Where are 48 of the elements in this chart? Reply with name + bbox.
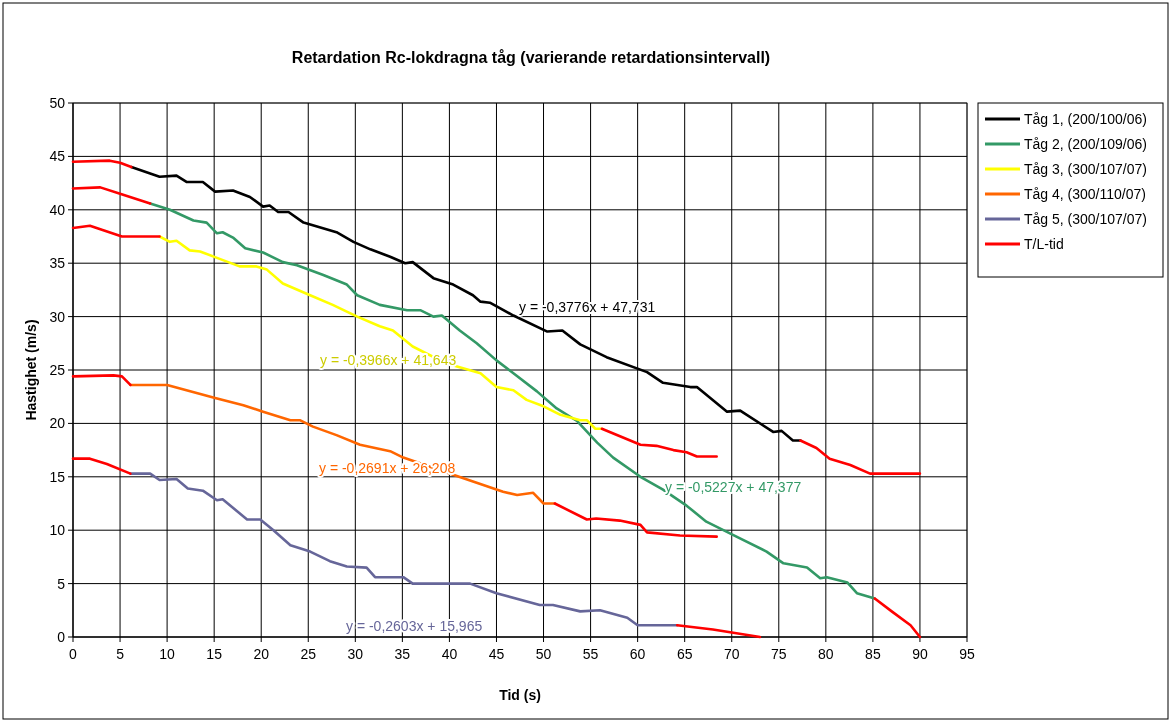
line-series xyxy=(71,159,133,169)
x-tick-label: 20 xyxy=(253,646,270,662)
y-tick-label: 25 xyxy=(49,361,66,378)
x-tick-label: 65 xyxy=(676,646,693,662)
line-series xyxy=(71,186,152,205)
x-tick-label: 55 xyxy=(582,646,599,662)
x-tick-label: 25 xyxy=(300,646,317,662)
x-tick-label: 60 xyxy=(629,646,646,662)
x-tick-label: 0 xyxy=(69,646,78,662)
legend-label: Tåg 5, (300/107/07) xyxy=(1024,210,1147,227)
line-series xyxy=(799,439,922,475)
legend-label: Tåg 2, (200/109/06) xyxy=(1024,135,1147,152)
x-tick-label: 10 xyxy=(159,646,176,662)
x-tick-label: 5 xyxy=(116,646,125,662)
legend-label: Tåg 4, (300/110/07) xyxy=(1024,185,1146,202)
x-tick-label: 95 xyxy=(959,646,975,662)
x-tick-label: 85 xyxy=(865,646,881,662)
line-series xyxy=(873,597,922,639)
x-tick-label: 90 xyxy=(912,646,928,662)
line-series xyxy=(553,502,718,538)
legend-label: Tåg 1, (200/100/06) xyxy=(1024,110,1147,127)
y-tick-label: 15 xyxy=(49,468,66,485)
y-tick-label: 20 xyxy=(49,415,66,432)
y-tick-label: 35 xyxy=(49,255,66,272)
x-tick-label: 45 xyxy=(488,646,505,662)
y-tick-label: 50 xyxy=(49,94,66,111)
chart-title: Retardation Rc-lokdragna tåg (varierande retardationsintervall) xyxy=(291,49,771,66)
y-tick-label: 0 xyxy=(57,628,66,645)
y-tick-label: 30 xyxy=(49,308,66,325)
y-tick-label: 10 xyxy=(49,522,66,539)
y-tick-label: 45 xyxy=(49,148,66,165)
x-tick-label: 70 xyxy=(723,646,740,662)
legend-label: T/L-tid xyxy=(1024,235,1064,252)
x-tick-label: 50 xyxy=(535,646,552,662)
line-series xyxy=(600,427,718,458)
y-tick-label: 5 xyxy=(57,575,66,592)
x-tick-label: 75 xyxy=(771,646,787,662)
x-tick-label: 15 xyxy=(206,646,223,662)
y-tick-label: 40 xyxy=(49,201,66,218)
x-tick-label: 40 xyxy=(441,646,458,662)
x-tick-label: 80 xyxy=(818,646,834,662)
legend-label: Tåg 3, (300/107/07) xyxy=(1024,160,1147,177)
x-axis-title: Tid (s) xyxy=(499,687,541,703)
x-tick-label: 35 xyxy=(394,646,411,662)
x-tick-label: 30 xyxy=(347,646,364,662)
line-series xyxy=(148,202,877,600)
line-series xyxy=(129,383,557,505)
y-axis-title: Hastighet (m/s) xyxy=(23,319,39,421)
